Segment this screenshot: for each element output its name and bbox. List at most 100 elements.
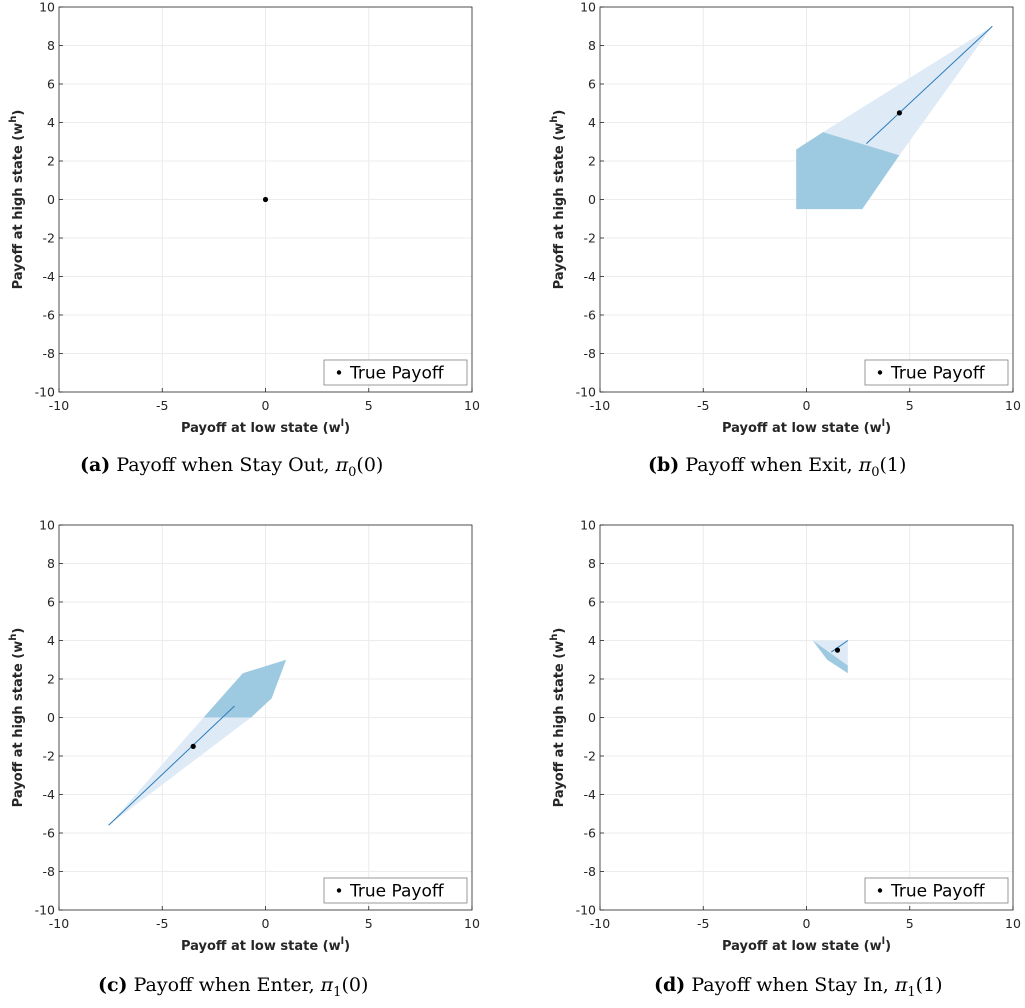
y-tick-label: 4 [588,633,596,648]
y-tick-label: -4 [584,787,597,802]
y-tick-label: 10 [580,518,596,533]
legend-marker [877,888,883,893]
x-tick-label: 10 [464,916,480,931]
x-tick-label: 0 [262,916,270,931]
legend-box [864,877,1009,904]
legend-marker [877,370,883,375]
legend: True Payoff [323,877,468,904]
x-tick-label: -10 [590,916,610,931]
x-tick-label: 0 [803,916,811,931]
y-tick-label: -6 [43,308,56,323]
y-tick-label: 10 [39,0,55,15]
y-axis-label: Payoff at high state (wh) [549,110,567,290]
x-tick-label: 5 [365,398,373,413]
y-tick-label: -6 [584,308,597,323]
caption-b: (b) Payoff when Exit, π0(1) [648,454,907,480]
y-tick-label: 8 [588,556,596,571]
x-tick-label: 5 [906,398,914,413]
y-tick-label: -2 [43,231,55,246]
y-tick-label: 10 [39,518,55,533]
true-payoff-point [896,110,903,116]
y-tick-label: 0 [588,710,596,725]
legend-box [864,359,1009,386]
y-tick-label: -2 [584,231,596,246]
y-axis-label: Payoff at high state (wh) [549,628,567,808]
legend-marker [336,888,342,893]
y-tick-label: 6 [588,595,596,610]
panel-a: -10 -5 0 5 10 -10 -8 -6 -4 -2 0 2 4 6 8 10 Payoff at low… [8,0,480,436]
caption-d: (d) Payoff when Stay In, π1(1) [654,974,943,1000]
x-tick-label: 5 [906,916,914,931]
y-tick-label: 4 [47,115,55,130]
estimate-line [830,640,849,653]
x-axis-label: Payoff at low state (wl) [722,418,891,436]
y-tick-label: -4 [584,269,597,284]
x-tick-label: -10 [49,916,69,931]
legend-box [323,877,468,904]
y-tick-label: -10 [35,385,55,400]
true-payoff-point [262,196,269,203]
y-tick-label: 0 [588,192,596,207]
legend-label: True Payoff [890,364,986,384]
panel-c: -10 -5 0 5 10 -10 -8 -6 -4 -2 0 2 4 6 8 10 Payoff at low… [8,518,480,955]
panel-b: -10 -5 0 5 10 -10 -8 -6 -4 -2 0 2 4 6 8 10 Payoff at low… [549,0,1021,436]
y-tick-label: 2 [588,672,596,687]
x-tick-label: -10 [590,398,610,413]
identified-set-dark [203,659,287,718]
y-tick-label: 10 [580,0,596,15]
y-tick-label: -10 [576,903,596,918]
y-tick-label: 6 [47,77,55,92]
y-tick-label: -10 [576,385,596,400]
caption-c: (c) Payoff when Enter, π1(0) [98,974,369,1000]
y-tick-label: 4 [588,115,596,130]
y-tick-label: -6 [43,826,56,841]
y-tick-label: -4 [43,787,56,802]
x-tick-label: -10 [49,398,69,413]
y-tick-label: -6 [584,826,597,841]
y-tick-label: 8 [47,556,55,571]
x-tick-label: -5 [697,916,709,931]
y-tick-label: 2 [47,672,55,687]
y-tick-label: 2 [47,154,55,169]
x-tick-label: 10 [464,398,480,413]
y-tick-label: -8 [584,346,597,361]
y-tick-label: 4 [47,633,55,648]
identified-set-dark [796,132,900,210]
y-tick-label: -10 [35,903,55,918]
y-tick-label: 6 [47,595,55,610]
estimate-line [108,705,235,826]
legend-box [323,359,468,386]
y-tick-label: 0 [47,192,55,207]
identified-set-dark [812,640,848,674]
y-tick-label: -2 [584,749,596,764]
y-tick-label: 8 [588,38,596,53]
true-payoff-point [190,743,196,749]
x-tick-label: 0 [262,398,270,413]
legend-marker [336,370,342,375]
x-tick-label: -5 [156,916,168,931]
x-tick-label: -5 [697,398,709,413]
y-tick-label: -8 [43,864,56,879]
y-tick-label: -2 [43,749,55,764]
x-tick-label: 0 [803,398,811,413]
estimate-line [866,25,993,145]
y-tick-label: 0 [47,710,55,725]
y-tick-label: -8 [43,346,56,361]
y-tick-label: 2 [588,154,596,169]
y-tick-label: 6 [588,77,596,92]
x-tick-label: 10 [1005,398,1021,413]
panel-d: -10 -5 0 5 10 -10 -8 -6 -4 -2 0 2 4 6 8 10 Payoff at low… [549,518,1021,955]
identified-set-light [823,26,993,156]
x-tick-label: 10 [1005,916,1021,931]
x-axis-label: Payoff at low state (wl) [181,936,350,954]
caption-a: (a) Payoff when Stay Out, π0(0) [80,454,384,480]
legend: True Payoff [323,359,468,386]
y-tick-label: -4 [43,269,56,284]
legend-label: True Payoff [890,882,986,902]
x-tick-label: 5 [365,916,373,931]
x-axis-label: Payoff at low state (wl) [722,936,891,954]
y-tick-label: 8 [47,38,55,53]
y-tick-label: -8 [584,864,597,879]
legend-label: True Payoff [349,364,445,384]
